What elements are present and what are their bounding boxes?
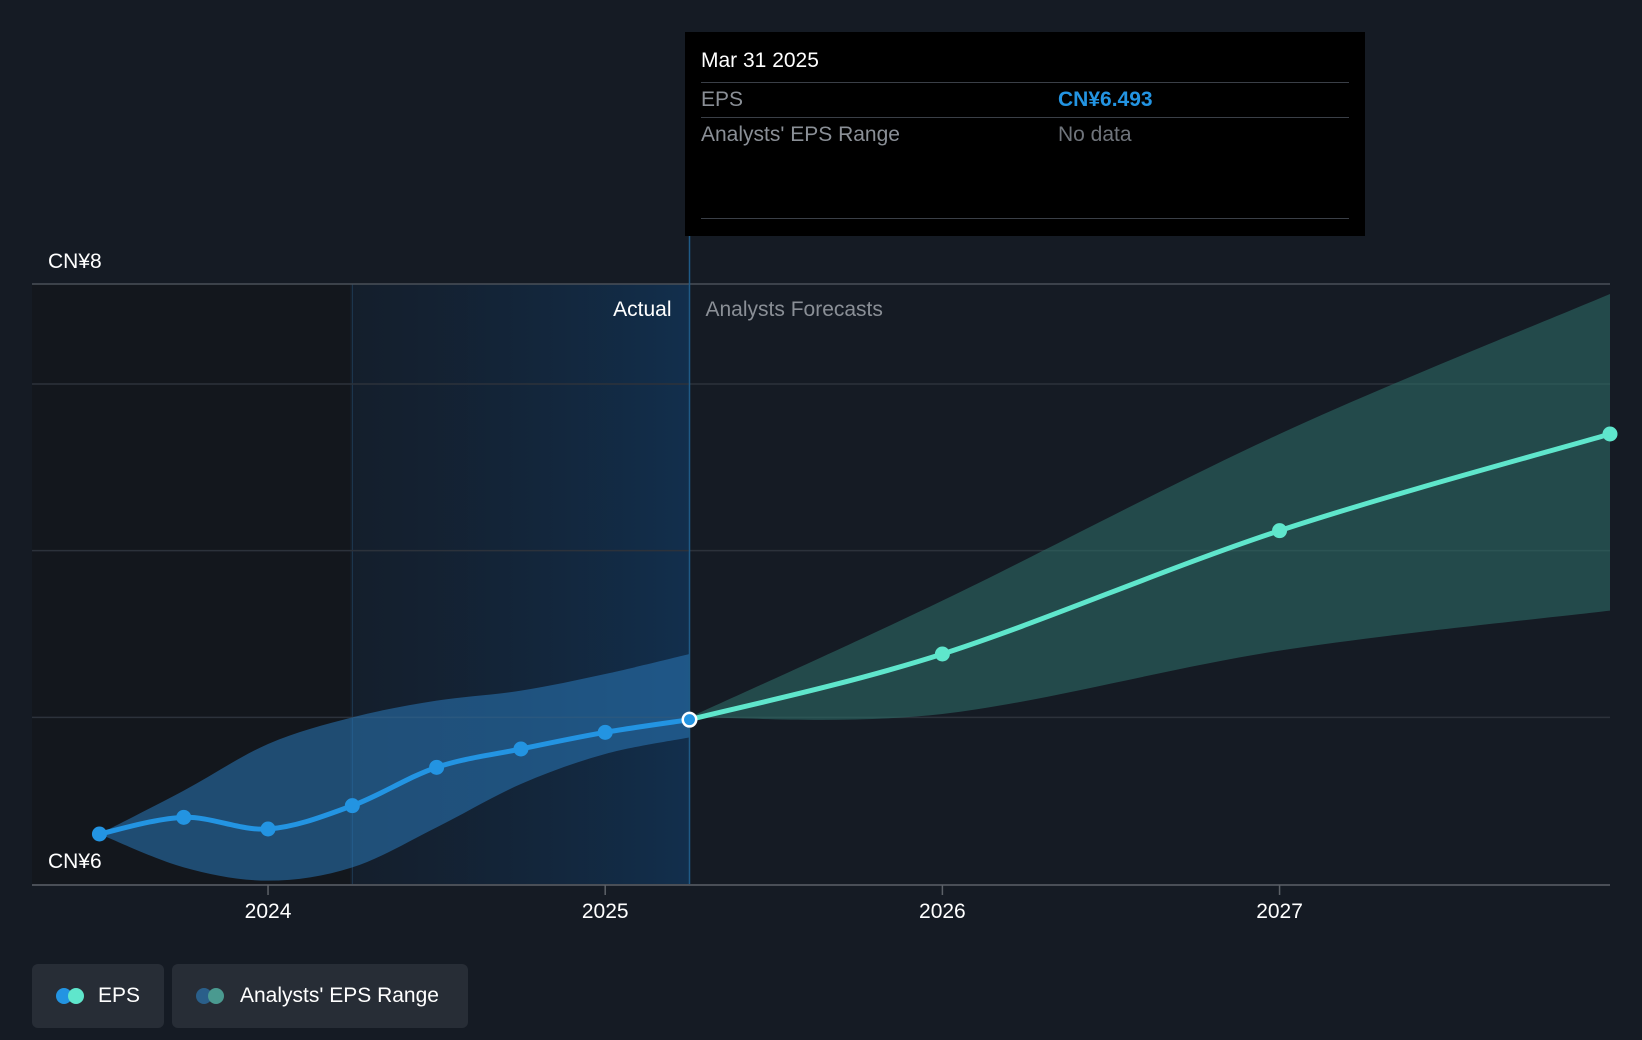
range-band-1 — [689, 294, 1610, 720]
tooltip: Mar 31 2025 EPS CN¥6.493 Analysts' EPS R… — [685, 32, 1365, 236]
point-1-2 — [1272, 523, 1288, 539]
tooltip-divider — [701, 218, 1349, 219]
forecast-label: Analysts Forecasts — [706, 298, 883, 321]
x-axis-ticks: 2024 2025 2026 2027 — [245, 885, 1303, 923]
tooltip-range-row: Analysts' EPS Range No data — [701, 118, 1349, 152]
x-tick-label-3: 2027 — [1256, 900, 1303, 923]
highlight-point — [684, 714, 695, 726]
eps-series — [96, 431, 1613, 837]
tooltip-range-label: Analysts' EPS Range — [701, 123, 900, 146]
legend-range-label: Analysts' EPS Range — [240, 984, 439, 1007]
tooltip-eps-row: EPS CN¥6.493 — [701, 83, 1349, 118]
actual-label: Actual — [613, 298, 671, 321]
eps-points — [91, 426, 1618, 842]
point-0-3 — [344, 798, 360, 814]
x-tick-label-1: 2025 — [582, 900, 629, 923]
legend-range-button[interactable]: Analysts' EPS Range — [172, 964, 468, 1028]
point-1-3 — [1602, 426, 1618, 442]
tooltip-date: Mar 31 2025 — [701, 32, 1349, 83]
point-0-4 — [429, 759, 445, 775]
legend-range-icon — [196, 988, 226, 1004]
point-1-1 — [934, 646, 950, 662]
point-0-2 — [260, 821, 276, 837]
range-band-0 — [99, 654, 690, 881]
x-tick-label-2: 2026 — [919, 900, 966, 923]
point-0-0 — [91, 826, 107, 842]
range-bands — [99, 294, 1610, 881]
series-line-0 — [96, 717, 692, 837]
point-0-1 — [176, 809, 192, 825]
x-tick-label-0: 2024 — [245, 900, 292, 923]
legend-eps-button[interactable]: EPS — [32, 964, 164, 1028]
tooltip-range-value: No data — [1058, 123, 1132, 146]
series-line-1 — [687, 431, 1613, 723]
tooltip-eps-label: EPS — [701, 88, 744, 111]
point-0-6 — [597, 724, 613, 740]
legend-eps-label: EPS — [97, 984, 140, 1007]
tooltip-eps-value: CN¥6.493 — [1058, 88, 1153, 111]
y-label-top: CN¥8 — [48, 250, 102, 273]
y-label-bottom: CN¥6 — [48, 850, 102, 873]
legend-eps-icon — [56, 988, 84, 1004]
point-0-5 — [513, 741, 529, 757]
